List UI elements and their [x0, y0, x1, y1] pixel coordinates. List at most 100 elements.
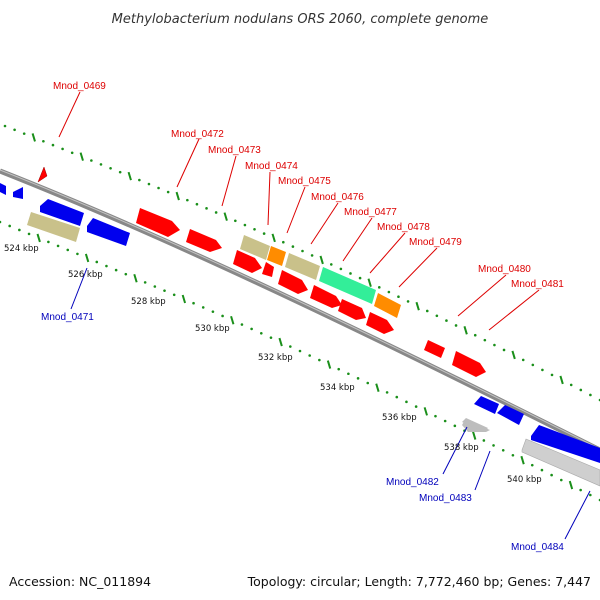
kbp-label: 538 kbp	[444, 443, 479, 453]
gene-label[interactable]: Mnod_0480	[478, 264, 531, 275]
gene-label[interactable]: Mnod_0472	[171, 129, 224, 140]
gene-mnod-0483-box[interactable]	[462, 418, 488, 432]
gene-red-row2-c[interactable]	[278, 270, 308, 294]
gene-blue-left-b[interactable]	[13, 187, 23, 199]
scale-dot	[493, 343, 496, 347]
scale-tick	[127, 171, 132, 181]
gene-mnod-0475[interactable]	[267, 246, 286, 266]
scale-dot	[214, 211, 218, 214]
gene-label[interactable]: Mnod_0476	[311, 192, 364, 203]
scale-dot	[153, 285, 157, 288]
scale-dot	[414, 405, 418, 408]
scale-dot	[90, 159, 93, 162]
scale-dot	[262, 232, 266, 235]
scale-dot	[243, 223, 247, 227]
gene-label[interactable]: Mnod_0479	[409, 237, 462, 248]
scale-dot	[521, 358, 525, 362]
kbp-label: 526 kbp	[68, 270, 103, 280]
gene-label[interactable]: Mnod_0484	[511, 542, 564, 553]
gene-red-row2-a[interactable]	[233, 250, 262, 273]
scale-tick	[223, 212, 228, 221]
gene-label[interactable]: Mnod_0481	[511, 279, 564, 290]
gene-label[interactable]: Mnod_0471	[41, 312, 94, 323]
scale-dot	[454, 324, 458, 327]
gene-mnod-0481[interactable]	[452, 351, 486, 377]
scale-dot	[310, 254, 314, 257]
gene-mnod-0473[interactable]	[186, 229, 222, 252]
scale-dot	[453, 424, 457, 428]
scale-dot	[221, 314, 224, 318]
scale-dot	[339, 267, 343, 271]
scale-tick	[133, 273, 138, 283]
gene-grey-right[interactable]	[521, 438, 600, 487]
scale-dot	[540, 468, 544, 472]
scale-tick	[375, 383, 380, 392]
scale-dot	[385, 391, 389, 394]
scale-dot	[105, 264, 108, 268]
scale-dot	[445, 319, 448, 322]
scale-dot	[51, 143, 55, 147]
gene-mnod-0478[interactable]	[374, 293, 401, 318]
gene-mnod-0477[interactable]	[319, 267, 376, 304]
scale-dot	[66, 248, 70, 252]
gene-label[interactable]: Mnod_0469	[53, 81, 106, 92]
scale-dot	[205, 207, 208, 210]
scale-tick	[511, 350, 516, 360]
scale-dot	[192, 301, 195, 305]
scale-dot	[234, 219, 237, 223]
scale-dot	[589, 393, 592, 397]
scale-dot	[531, 363, 535, 367]
gene-label[interactable]: Mnod_0473	[208, 145, 261, 156]
gene-label[interactable]: Mnod_0477	[344, 207, 397, 218]
gene-red-row2-d[interactable]	[310, 285, 342, 308]
scale-dot	[337, 367, 341, 371]
gene-blue-right-b[interactable]	[497, 405, 524, 425]
gene-label[interactable]: Mnod_0483	[419, 493, 472, 504]
scale-dot	[482, 439, 486, 442]
scale-tick	[423, 407, 428, 416]
scale-tick	[326, 360, 332, 369]
scale-tick	[278, 337, 283, 347]
gene-label[interactable]: Mnod_0475	[278, 176, 331, 187]
gene-mnod-0471[interactable]	[27, 212, 80, 242]
scale-dot	[201, 306, 205, 309]
scale-dot	[502, 348, 506, 352]
gene-mnod-0472[interactable]	[136, 208, 180, 237]
scale-dot	[18, 228, 21, 232]
gene-red-row2-b[interactable]	[262, 262, 274, 277]
gene-mnod-0476[interactable]	[285, 253, 320, 280]
genome-backbone	[0, 168, 600, 453]
scale-dot	[13, 128, 16, 132]
gene-red-row2-e[interactable]	[338, 299, 366, 320]
gene-mnod-0484[interactable]	[531, 425, 600, 463]
gene-label[interactable]: Mnod_0474	[245, 161, 298, 172]
scale-dot	[61, 147, 64, 151]
scale-dot	[405, 400, 408, 404]
scale-dot	[559, 478, 563, 482]
scale-tick	[319, 255, 324, 265]
position-scale	[0, 124, 600, 502]
gene-blue-right-a[interactable]	[474, 396, 499, 414]
scale-dot	[298, 349, 302, 353]
gene-mnod-0474[interactable]	[240, 235, 270, 260]
scale-dot	[291, 245, 295, 248]
scale-dot	[397, 295, 400, 299]
gene-blue-left-d[interactable]	[87, 218, 130, 246]
gene-blue-left-a[interactable]	[0, 183, 6, 195]
gene-label[interactable]: Mnod_0478	[377, 222, 430, 233]
scale-dot	[124, 272, 128, 276]
gene-label[interactable]: Mnod_0482	[386, 477, 439, 488]
gene-red-row2-f[interactable]	[366, 312, 394, 334]
gene-blue-left-c[interactable]	[40, 199, 84, 226]
scale-dot	[259, 331, 263, 335]
scale-dot	[434, 414, 437, 418]
scale-tick	[415, 301, 420, 311]
scale-dot	[358, 276, 362, 280]
gene-mnod-0480[interactable]	[424, 340, 445, 358]
gene-mnod-0469[interactable]	[37, 166, 48, 183]
scale-dot	[366, 381, 370, 385]
scale-dot	[47, 240, 50, 244]
scale-dot	[301, 249, 304, 253]
scale-tick	[463, 326, 468, 335]
